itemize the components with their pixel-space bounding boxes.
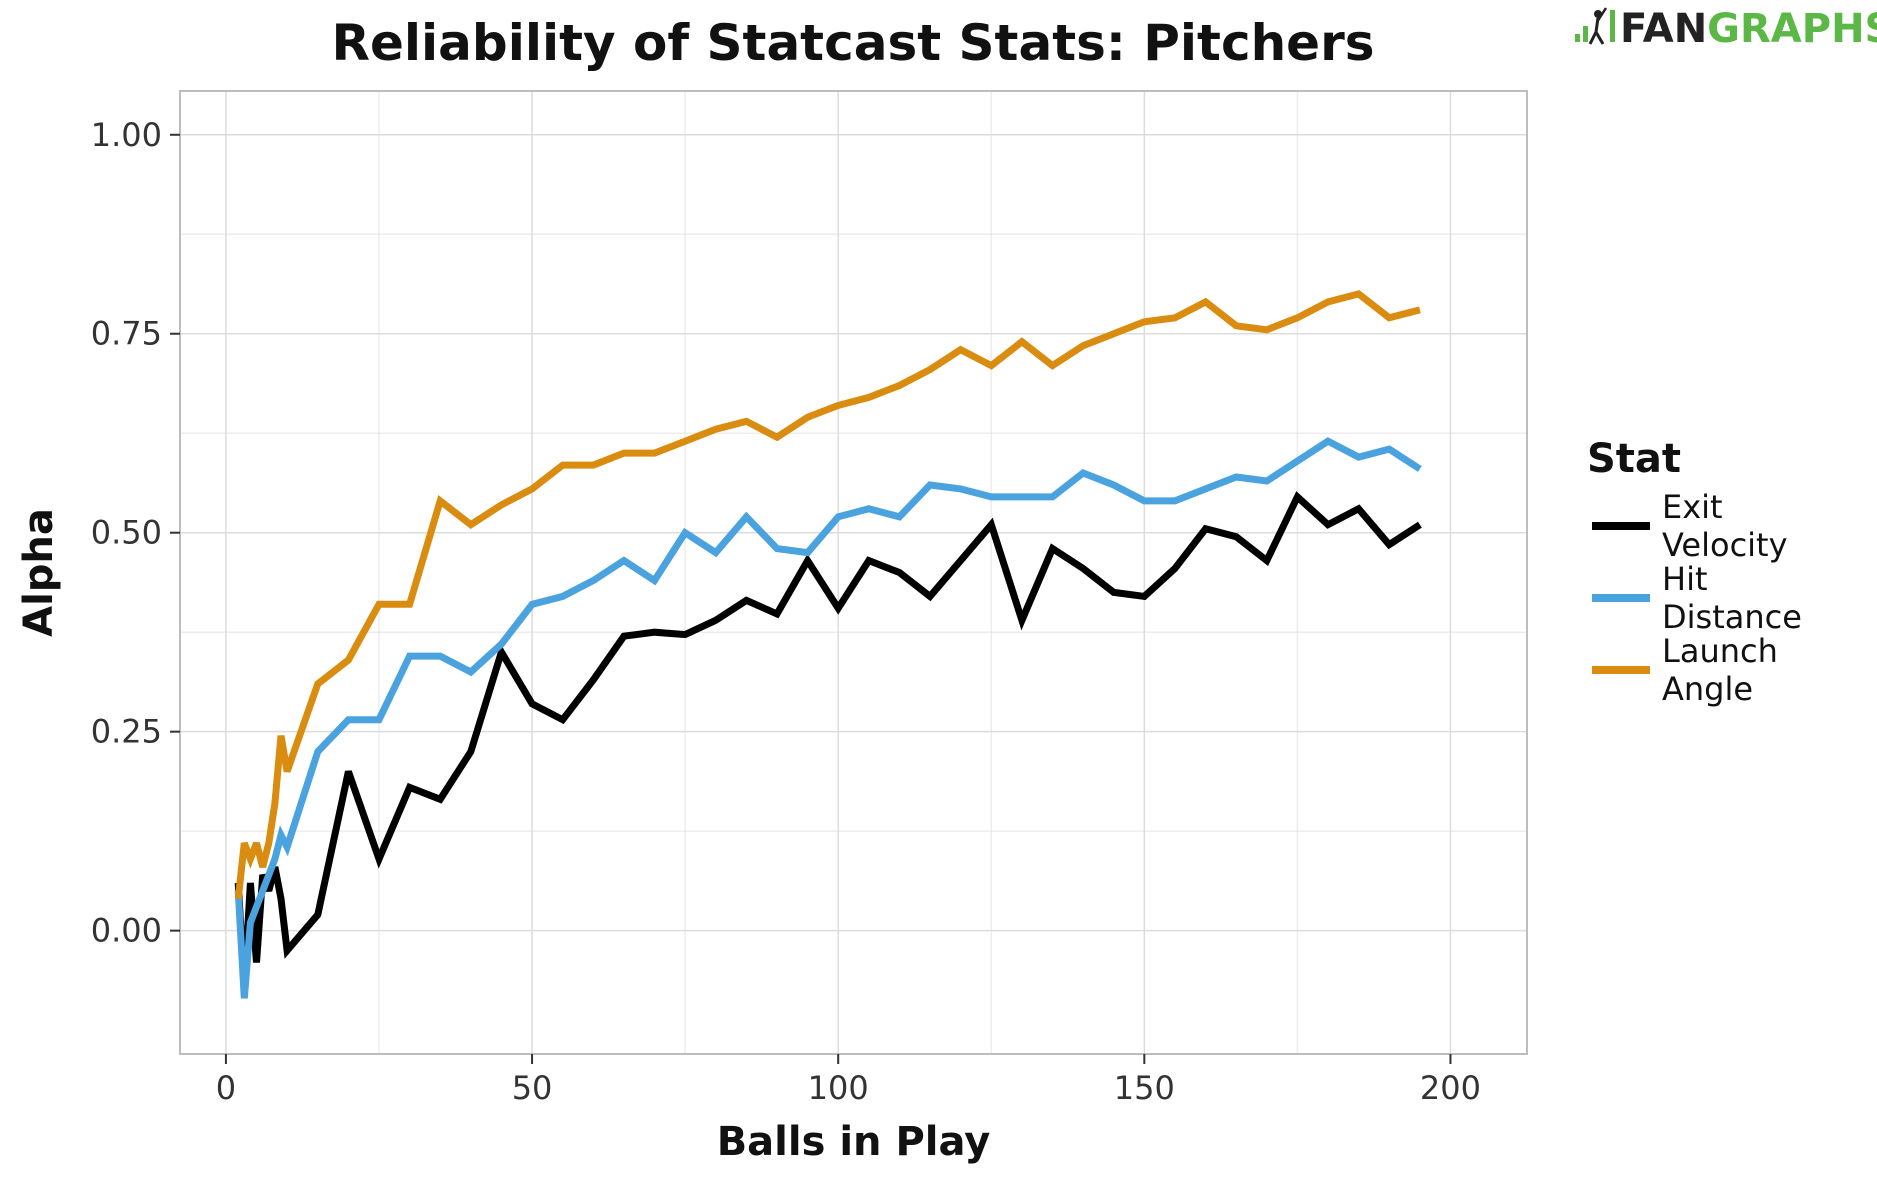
legend-title: Stat <box>1587 436 1681 482</box>
y-axis-title: Alpha <box>16 508 62 637</box>
legend-label: Hit <box>1662 560 1708 598</box>
logo-bar-icon <box>1610 10 1615 42</box>
logo-text-fan: FAN <box>1620 6 1707 52</box>
x-tick-label: 150 <box>1114 1069 1175 1107</box>
legend-label: Velocity <box>1662 526 1788 564</box>
grid-lines <box>180 91 1527 1054</box>
logo-text-graphs: GRAPHS <box>1707 6 1877 52</box>
series-line <box>234 290 1421 900</box>
y-tick-label: 0.25 <box>91 713 162 751</box>
fangraphs-logo: FANGRAPHS <box>1575 6 1877 52</box>
legend-label: Angle <box>1662 670 1753 708</box>
y-tick-label: 1.00 <box>91 116 162 154</box>
batter-icon <box>1588 7 1608 45</box>
logo-bar-icon <box>1575 34 1580 42</box>
logo-bar-icon <box>1583 26 1588 42</box>
chart-title: Reliability of Statcast Stats: Pitchers <box>331 14 1374 72</box>
x-axis-title: Balls in Play <box>717 1119 991 1165</box>
x-tick-label: 100 <box>808 1069 869 1107</box>
plot-panel <box>179 90 1528 1055</box>
legend-label: Launch <box>1662 632 1778 670</box>
series-2 <box>234 437 1422 999</box>
series-1 <box>234 491 1422 987</box>
series-lines <box>234 290 1422 999</box>
series-line <box>234 437 1422 999</box>
series-3 <box>234 290 1421 900</box>
y-tick-label: 0.00 <box>91 912 162 950</box>
y-tick-label: 0.75 <box>91 315 162 353</box>
legend-label: Exit <box>1662 488 1723 526</box>
y-tick-label: 0.50 <box>91 514 162 552</box>
x-axis: 0 50 100 150 200 <box>216 1054 1481 1107</box>
panel-border <box>179 90 1528 1055</box>
series-line <box>234 491 1422 987</box>
svg-text:FANGRAPHS: FANGRAPHS <box>1620 6 1877 52</box>
x-tick-label: 200 <box>1420 1069 1481 1107</box>
x-tick-label: 50 <box>512 1069 553 1107</box>
y-axis: 0.00 0.25 0.50 0.75 1.00 <box>91 116 180 950</box>
x-tick-label: 0 <box>216 1069 236 1107</box>
legend-label: Distance <box>1662 598 1802 636</box>
